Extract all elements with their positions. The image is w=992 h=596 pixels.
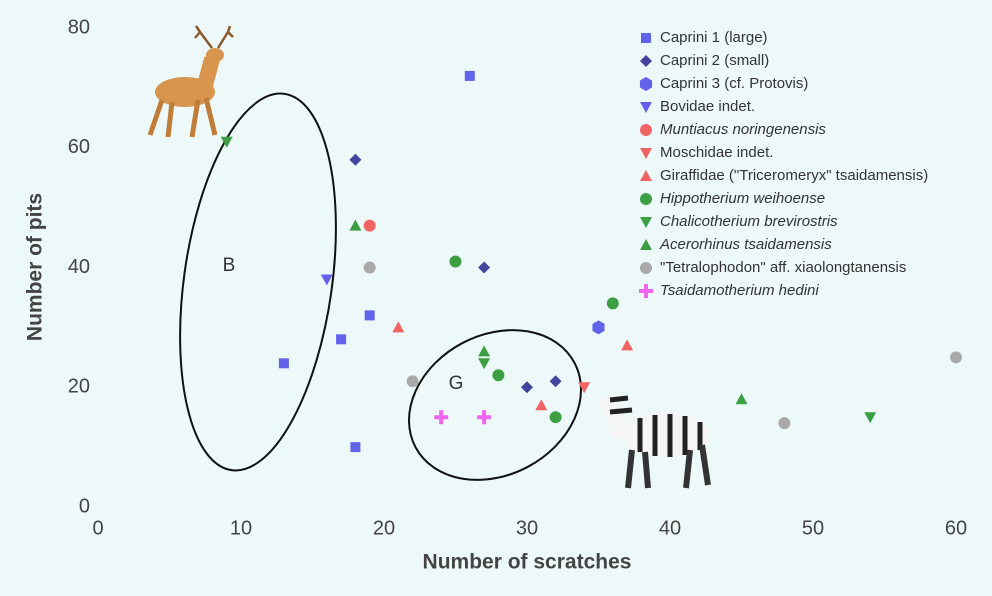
data-point	[478, 358, 491, 370]
data-point	[363, 219, 376, 232]
legend-label: Caprini 3 (cf. Protovis)	[660, 75, 808, 92]
y-tick-label: 40	[68, 256, 90, 278]
legend-marker	[640, 193, 652, 205]
legend-marker	[641, 33, 651, 43]
deer-icon	[147, 25, 234, 138]
annotation: G	[449, 373, 464, 394]
x-tick-label: 0	[92, 517, 103, 539]
data-point	[349, 153, 362, 166]
data-point	[606, 297, 619, 310]
legend-marker	[639, 77, 653, 91]
y-tick-label: 60	[68, 136, 90, 158]
y-tick-label: 80	[68, 16, 90, 38]
data-point	[478, 261, 491, 274]
x-tick-label: 50	[802, 517, 824, 539]
legend-marker	[640, 55, 652, 67]
data-point	[464, 70, 475, 81]
data-point	[549, 411, 562, 424]
y-axis-label: Number of pits	[24, 193, 47, 341]
legend-label: Moschidae indet.	[660, 144, 773, 161]
legend-label: Tsaidamotherium hedini	[660, 282, 819, 299]
data-point	[478, 345, 491, 357]
legend-label: Caprini 2 (small)	[660, 52, 769, 69]
data-point	[535, 399, 548, 411]
group-ellipse	[179, 92, 337, 472]
data-point	[864, 412, 877, 424]
data-point	[336, 334, 347, 345]
legend-marker	[640, 124, 652, 136]
data-point	[278, 358, 289, 369]
legend-label: "Tetralophodon" aff. xiaolongtanensis	[660, 259, 906, 276]
data-point	[320, 274, 333, 286]
data-point	[592, 320, 605, 335]
data-point	[364, 310, 375, 321]
legend-label: Hippotherium weihoense	[660, 190, 825, 207]
data-point	[778, 417, 791, 430]
x-tick-label: 20	[373, 517, 395, 539]
data-point	[363, 261, 376, 274]
data-point	[349, 219, 362, 231]
data-point	[220, 136, 233, 148]
legend-marker	[640, 102, 652, 113]
group-ellipse	[408, 329, 582, 481]
data-point	[449, 255, 462, 268]
legend-label: Acerorhinus tsaidamensis	[659, 236, 832, 253]
y-tick-label: 20	[68, 376, 90, 398]
legend-marker	[640, 239, 652, 250]
legend-label: Caprini 1 (large)	[660, 29, 768, 46]
y-tick-label: 0	[79, 495, 90, 517]
data-point	[521, 381, 533, 394]
legend-label: Chalicotherium brevirostris	[660, 213, 838, 230]
annotation: B	[223, 255, 236, 276]
x-tick-label: 40	[659, 517, 681, 539]
data-point	[549, 375, 562, 388]
data-point	[950, 351, 962, 364]
legend-marker	[640, 170, 652, 181]
legend-label: Giraffidae ("Triceromeryx" tsaidamensis)	[660, 167, 928, 184]
data-point	[621, 339, 634, 351]
legend-label: Muntiacus noringenensis	[660, 121, 826, 138]
zebra-icon	[598, 392, 711, 489]
data-point	[392, 321, 405, 333]
legend-marker	[640, 262, 652, 274]
legend-marker	[640, 217, 652, 228]
data-point	[406, 375, 419, 388]
data-point	[434, 410, 449, 425]
legend-label: Bovidae indet.	[660, 98, 755, 115]
data-point	[477, 410, 492, 425]
legend-marker	[639, 284, 653, 298]
x-tick-label: 60	[945, 517, 967, 539]
data-point	[735, 393, 748, 405]
x-tick-label: 30	[516, 517, 538, 539]
x-tick-label: 10	[230, 517, 252, 539]
data-point	[578, 382, 591, 394]
x-axis-label: Number of scratches	[423, 551, 632, 574]
data-point	[492, 369, 505, 382]
legend-marker	[640, 148, 652, 159]
data-point	[350, 442, 361, 453]
